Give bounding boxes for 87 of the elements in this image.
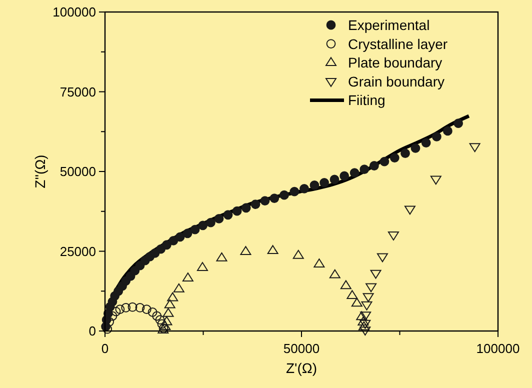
legend-label: Experimental <box>348 17 430 33</box>
point <box>376 253 388 262</box>
point <box>152 311 162 321</box>
point <box>360 164 370 174</box>
point <box>142 304 152 314</box>
point <box>292 250 304 259</box>
point <box>360 326 371 336</box>
point <box>454 118 464 128</box>
point <box>330 174 340 184</box>
point <box>442 126 452 136</box>
point <box>346 290 358 300</box>
point <box>340 280 352 290</box>
y-tick-label: 50000 <box>60 164 96 179</box>
legend-label: Plate boundary <box>348 54 442 71</box>
point <box>390 153 400 162</box>
point <box>370 270 382 279</box>
x-tick-label: 100000 <box>476 341 520 356</box>
legend-label: Fiiting <box>348 92 386 108</box>
point <box>148 307 158 317</box>
point <box>164 299 176 308</box>
point <box>358 316 369 326</box>
point <box>196 262 208 271</box>
point <box>430 176 442 185</box>
point <box>160 321 171 330</box>
point <box>161 316 172 326</box>
y-tick-label: 0 <box>88 324 96 338</box>
point <box>198 220 208 230</box>
point <box>267 245 278 254</box>
point <box>362 293 374 302</box>
point <box>155 315 165 325</box>
point <box>350 168 360 178</box>
point <box>469 143 480 152</box>
point <box>128 302 138 312</box>
point <box>404 206 416 215</box>
point <box>410 144 420 153</box>
point <box>157 319 167 329</box>
point <box>214 214 224 224</box>
point <box>356 311 368 320</box>
point <box>421 138 431 148</box>
point <box>182 228 192 238</box>
x-tick-label: 0 <box>101 341 109 356</box>
point <box>111 306 121 316</box>
point <box>162 308 174 317</box>
point <box>167 292 178 302</box>
point <box>340 171 350 181</box>
legend-label: Grain boundary <box>348 73 445 90</box>
point <box>190 224 200 234</box>
point <box>135 303 145 312</box>
y-tick-label: 100000 <box>52 4 96 20</box>
x-tick-label: 50000 <box>283 341 320 356</box>
y-axis-title: Z''(Ω) <box>32 154 48 188</box>
point <box>361 301 372 310</box>
point <box>351 298 362 307</box>
point <box>290 186 300 196</box>
point <box>115 304 125 314</box>
point <box>168 236 178 246</box>
point <box>241 203 251 213</box>
point <box>366 283 377 292</box>
point <box>216 252 228 262</box>
point <box>270 194 280 203</box>
point <box>329 269 340 278</box>
point <box>232 206 242 216</box>
point <box>280 190 289 200</box>
point <box>175 232 185 242</box>
point <box>260 196 270 206</box>
point <box>400 148 410 158</box>
point <box>320 178 329 188</box>
legend-label: Crystalline layer <box>348 36 448 52</box>
point <box>173 283 184 292</box>
point <box>121 303 131 312</box>
y-tick-label: 75000 <box>60 84 96 100</box>
point <box>300 184 309 194</box>
point <box>432 132 442 142</box>
y-tick-label: 25000 <box>60 244 96 259</box>
point <box>388 232 399 240</box>
point <box>162 240 172 250</box>
point <box>370 161 379 170</box>
x-axis-title: Z'(Ω) <box>286 360 318 376</box>
point <box>310 180 320 190</box>
point <box>223 210 233 220</box>
point <box>206 218 216 228</box>
point <box>240 246 252 256</box>
point <box>314 258 325 268</box>
point <box>360 312 372 321</box>
point <box>380 156 390 166</box>
point <box>182 272 194 282</box>
point <box>250 200 260 210</box>
